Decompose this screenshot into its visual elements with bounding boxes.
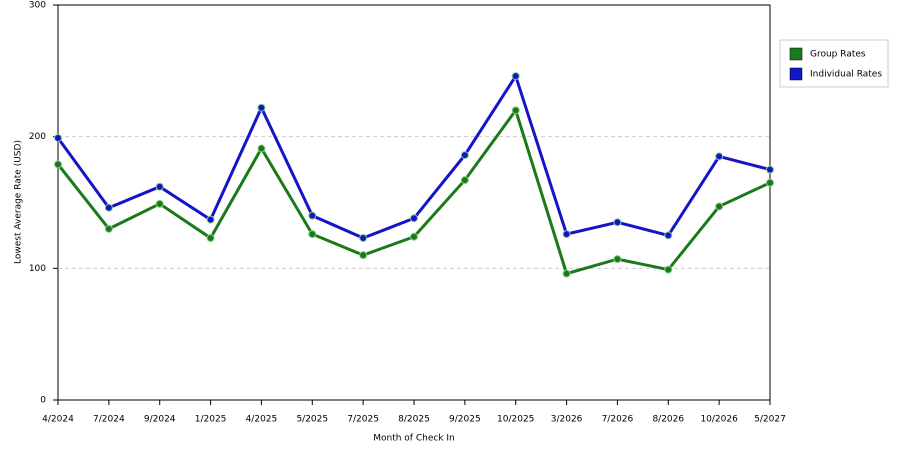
- y-tick-label: 300: [29, 1, 46, 11]
- data-point: [257, 103, 266, 112]
- y-tick-label: 200: [29, 132, 46, 142]
- data-point: [460, 151, 469, 160]
- y-tick-label: 0: [40, 396, 46, 406]
- data-point: [308, 230, 317, 239]
- data-point: [460, 176, 469, 185]
- data-point: [410, 232, 418, 241]
- y-tick-label: 100: [29, 264, 46, 274]
- data-point: [715, 202, 724, 211]
- x-tick-label: 8/2026: [652, 415, 684, 425]
- data-point: [613, 218, 622, 227]
- x-tick-label: 10/2025: [497, 415, 534, 425]
- x-tick-label: 10/2026: [700, 415, 738, 425]
- data-point: [308, 211, 317, 220]
- data-point: [664, 265, 673, 274]
- data-point: [155, 182, 164, 191]
- data-point: [155, 199, 164, 208]
- x-axis-label: Month of Check In: [373, 434, 455, 444]
- legend-label: Individual Rates: [810, 70, 882, 80]
- x-tick-label: 8/2025: [398, 415, 430, 425]
- y-axis-label: Lowest Average Rate (USD): [14, 140, 24, 264]
- data-point: [206, 215, 215, 224]
- x-tick-label: 9/2024: [144, 415, 176, 425]
- x-tick-label: 7/2026: [602, 415, 634, 425]
- data-point: [359, 251, 368, 260]
- data-point: [54, 133, 62, 142]
- data-point: [562, 230, 571, 239]
- legend-swatch: [789, 67, 803, 81]
- x-tick-label: 4/2024: [42, 415, 74, 425]
- series-line: [56, 107, 771, 276]
- data-point: [206, 234, 215, 243]
- series-line: [56, 72, 771, 240]
- data-point: [511, 106, 520, 115]
- x-tick-label: 9/2025: [449, 415, 481, 425]
- data-point: [664, 231, 673, 240]
- legend-label: Group Rates: [810, 50, 866, 60]
- data-point: [715, 152, 724, 161]
- data-point: [410, 214, 418, 223]
- legend-swatch: [789, 47, 803, 61]
- x-tick-label: 5/2025: [296, 415, 328, 425]
- data-point: [359, 234, 368, 243]
- data-point: [54, 160, 62, 169]
- x-tick-label: 3/2026: [551, 415, 583, 425]
- data-point: [104, 224, 113, 233]
- data-point: [257, 144, 266, 153]
- x-tick-label: 7/2025: [347, 415, 379, 425]
- data-point: [104, 203, 113, 212]
- data-point: [511, 72, 520, 81]
- data-point: [766, 165, 774, 174]
- data-point: [766, 178, 774, 187]
- data-point: [613, 255, 622, 264]
- data-point: [562, 269, 571, 278]
- x-tick-label: 5/2027: [754, 415, 786, 425]
- x-tick-label: 4/2025: [246, 415, 278, 425]
- x-tick-label: 7/2024: [93, 415, 125, 425]
- plot-frame: [57, 4, 771, 401]
- x-tick-label: 1/2025: [195, 415, 227, 425]
